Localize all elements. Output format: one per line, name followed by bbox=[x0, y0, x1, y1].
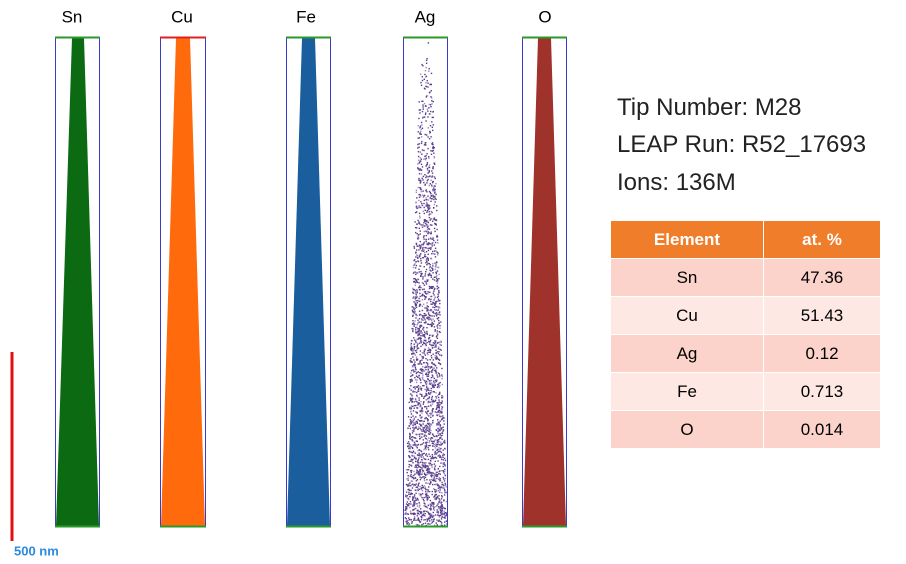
sn-map: Sn bbox=[55, 7, 100, 526]
header-cell: Element bbox=[611, 221, 764, 259]
cu-map: Cu bbox=[160, 7, 206, 526]
ag-map: Ag bbox=[403, 7, 448, 526]
cell: 51.43 bbox=[764, 297, 881, 335]
panel-label: O bbox=[538, 7, 551, 26]
o-map: O bbox=[522, 7, 567, 526]
panel-label: Fe bbox=[296, 7, 316, 26]
cell: 0.014 bbox=[764, 411, 881, 449]
header-cell: at. % bbox=[764, 221, 881, 259]
cell: Sn bbox=[611, 259, 764, 297]
panel-label: Cu bbox=[171, 7, 193, 26]
scale-label: 500 nm bbox=[14, 543, 59, 558]
info-line: Tip Number: M28 bbox=[617, 96, 802, 120]
cell: Ag bbox=[611, 335, 764, 373]
cell: 0.12 bbox=[764, 335, 881, 373]
cell: 0.713 bbox=[764, 373, 881, 411]
info-line: LEAP Run: R52_17693 bbox=[617, 133, 866, 157]
figure: {"panels": ["Sn", "Cu", "Fe", "Ag", "O"]… bbox=[0, 0, 906, 564]
cell: Fe bbox=[611, 373, 764, 411]
panel-label: Sn bbox=[62, 7, 83, 26]
cell: O bbox=[611, 411, 764, 449]
cell: 47.36 bbox=[764, 259, 881, 297]
panel-label: Ag bbox=[415, 7, 436, 26]
info-line: Ions: 136M bbox=[617, 171, 736, 195]
cell: Cu bbox=[611, 297, 764, 335]
fe-map: Fe bbox=[286, 7, 331, 526]
